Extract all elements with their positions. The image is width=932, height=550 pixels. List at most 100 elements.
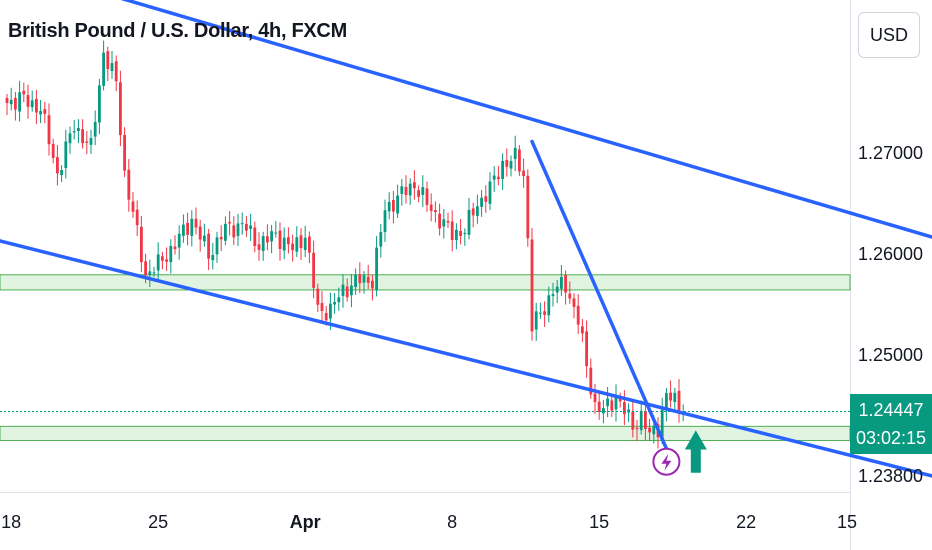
trendlines xyxy=(0,0,932,478)
candle-body xyxy=(513,147,517,160)
candle-body xyxy=(555,286,559,293)
currency-button[interactable]: USD xyxy=(858,12,920,58)
candle-body xyxy=(446,220,450,223)
candle-body xyxy=(421,187,425,195)
candle-body xyxy=(597,401,601,413)
support-resistance-zones xyxy=(0,274,851,441)
time-tick-label: 15 xyxy=(589,512,610,532)
candle-body xyxy=(501,160,504,179)
candle-body xyxy=(14,98,17,110)
candle-body xyxy=(623,402,626,415)
candle-body xyxy=(232,225,236,238)
last-price-value: 1.24447 xyxy=(858,400,924,420)
candle-body xyxy=(589,367,593,395)
candle-body xyxy=(72,131,76,133)
bar-countdown: 03:02:15 xyxy=(855,428,927,448)
candle-body xyxy=(576,305,580,325)
candle-body xyxy=(156,254,160,271)
candle-body xyxy=(341,284,345,297)
candle-body xyxy=(644,410,647,429)
candle-body xyxy=(68,133,72,144)
candle-body xyxy=(177,233,181,248)
candle-body xyxy=(480,197,483,207)
candle-body xyxy=(224,223,227,241)
chart-title: British Pound / U.S. Dollar, 4h, FXCM xyxy=(8,20,347,42)
candle-body xyxy=(102,52,105,86)
candle-body xyxy=(123,134,126,171)
candle-body xyxy=(547,295,551,316)
candle-body xyxy=(631,411,635,430)
candle-body xyxy=(257,244,261,250)
candle-body xyxy=(282,237,286,251)
time-tick-label: Apr xyxy=(289,512,321,532)
candle-body xyxy=(665,393,668,410)
candle-body xyxy=(308,236,311,253)
candle-body xyxy=(320,303,324,311)
trendline-channel-bottom xyxy=(0,239,932,478)
price-tick-label: 1.23800 xyxy=(858,465,924,486)
candle-body xyxy=(484,196,488,202)
candle-body xyxy=(173,246,177,250)
candle-body xyxy=(581,326,584,334)
candle-body xyxy=(492,175,496,180)
candle-body xyxy=(161,256,164,261)
candle-body xyxy=(278,230,282,250)
candle-body xyxy=(249,225,252,229)
candle-body xyxy=(270,231,273,242)
candle-body xyxy=(434,210,437,213)
candle-body xyxy=(455,229,458,240)
candle-body xyxy=(215,237,219,255)
candle-body xyxy=(287,237,290,245)
candle-body xyxy=(354,274,357,288)
candle-body xyxy=(408,183,412,196)
candle-body xyxy=(5,97,9,104)
candle-body xyxy=(26,95,30,107)
candle-body xyxy=(669,392,672,401)
candle-body xyxy=(438,213,441,229)
candle-body xyxy=(89,138,93,145)
candle-body xyxy=(488,181,492,204)
candle-body xyxy=(81,129,84,144)
candle-body xyxy=(9,99,13,105)
candle-body xyxy=(614,396,618,410)
candle-body xyxy=(350,285,353,296)
candle-body xyxy=(635,427,639,430)
candle-body xyxy=(186,222,189,235)
candle-body xyxy=(660,409,664,439)
candle-body xyxy=(476,206,479,216)
candle-body xyxy=(165,259,168,262)
up-arrow-icon xyxy=(684,430,707,473)
candle-body xyxy=(610,400,614,411)
candle-body xyxy=(144,261,147,276)
candle-body xyxy=(593,393,597,403)
candle-body xyxy=(429,204,433,211)
candle-body xyxy=(652,426,656,435)
candle-body xyxy=(43,109,47,114)
candle-body xyxy=(85,141,89,143)
candle-body xyxy=(333,301,336,305)
candle-body xyxy=(396,195,399,214)
sr-zone-1 xyxy=(0,274,851,291)
time-tick-label: 25 xyxy=(148,512,169,532)
candle-body xyxy=(253,227,257,247)
candle-body xyxy=(261,236,265,251)
candle-body xyxy=(362,275,366,283)
candle-body xyxy=(219,236,223,240)
candle-body xyxy=(303,237,307,250)
candle-body xyxy=(211,255,215,261)
candle-body xyxy=(22,90,26,95)
candle-body xyxy=(64,141,68,168)
sr-zone-2 xyxy=(0,425,851,441)
candle-body xyxy=(30,100,34,108)
candle-body xyxy=(677,390,681,413)
candle-body xyxy=(371,280,374,289)
candle-body xyxy=(110,63,114,72)
candle-body xyxy=(467,209,471,235)
candle-body xyxy=(564,275,567,293)
candle-body xyxy=(240,223,244,225)
candle-body xyxy=(18,92,21,112)
candle-body xyxy=(560,277,563,289)
candle-body xyxy=(299,235,303,249)
candle-body xyxy=(572,298,576,307)
